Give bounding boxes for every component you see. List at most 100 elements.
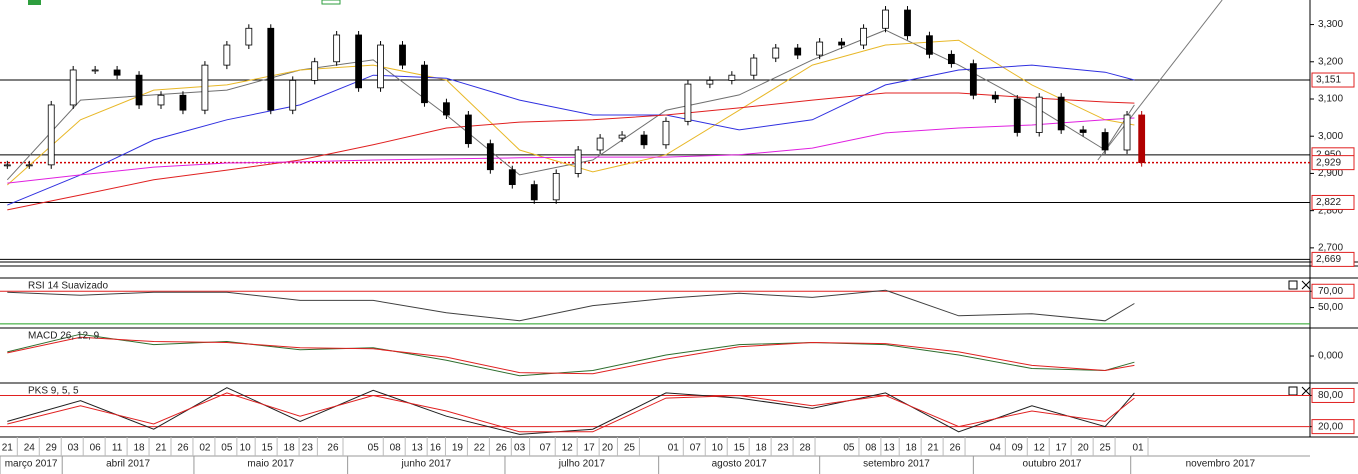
month-label: abril 2017 bbox=[106, 459, 150, 470]
month-label: maio 2017 bbox=[247, 459, 294, 470]
candle bbox=[69, 69, 77, 106]
candle bbox=[377, 44, 384, 89]
candle bbox=[201, 64, 209, 111]
indicator-line bbox=[7, 387, 1135, 435]
indicator-line bbox=[7, 392, 1135, 433]
candle bbox=[1101, 132, 1109, 151]
price-box-label: 2,669 bbox=[1316, 254, 1341, 265]
x-tick-label: 18 bbox=[756, 443, 768, 454]
candle bbox=[421, 64, 428, 104]
indicator-line bbox=[7, 289, 1135, 322]
x-tick-label: 17 bbox=[1056, 443, 1068, 454]
candle bbox=[1013, 98, 1021, 133]
candle bbox=[926, 35, 933, 55]
candle bbox=[179, 94, 187, 111]
candle bbox=[794, 47, 802, 56]
candle bbox=[684, 83, 692, 122]
moving-average bbox=[7, 92, 1135, 211]
month-label: outubro 2017 bbox=[1023, 459, 1082, 470]
x-tick-label: 20 bbox=[1078, 443, 1090, 454]
x-tick-label: 18 bbox=[284, 443, 296, 454]
x-tick-label: 08 bbox=[865, 443, 877, 454]
candle bbox=[1057, 96, 1065, 131]
x-tick-label: 07 bbox=[690, 443, 702, 454]
y-tick-label: 3,100 bbox=[1318, 94, 1343, 105]
candle bbox=[750, 57, 758, 76]
candle bbox=[311, 61, 319, 81]
y-tick-label: 3,300 bbox=[1318, 19, 1343, 30]
month-label: novembro 2017 bbox=[1186, 459, 1256, 470]
price-box bbox=[1311, 155, 1355, 171]
month-label: setembro 2017 bbox=[863, 459, 930, 470]
candle bbox=[882, 9, 889, 29]
maximize-button[interactable] bbox=[1288, 280, 1298, 290]
candle bbox=[552, 173, 560, 201]
x-tick-label: 09 bbox=[1012, 443, 1024, 454]
y-tick-label: 20,00 bbox=[1318, 421, 1343, 432]
x-tick-label: 28 bbox=[799, 443, 811, 454]
month-label: março 2017 bbox=[5, 459, 58, 470]
x-tick-label: 05 bbox=[368, 443, 380, 454]
x-tick-label: 23 bbox=[778, 443, 790, 454]
candle bbox=[508, 169, 516, 185]
x-tick-label: 26 bbox=[496, 443, 508, 454]
x-tick-label: 25 bbox=[624, 443, 636, 454]
candle bbox=[25, 164, 33, 167]
panel bbox=[7, 333, 1135, 377]
x-tick-label: 10 bbox=[240, 443, 252, 454]
candle bbox=[3, 164, 11, 167]
month-label: julho 2017 bbox=[558, 459, 606, 470]
candle bbox=[662, 120, 670, 146]
panel-borders bbox=[0, 261, 1358, 457]
month-label: agosto 2017 bbox=[712, 459, 767, 470]
y-tick-label: 0,000 bbox=[1318, 351, 1343, 362]
x-tick-label: 24 bbox=[24, 443, 36, 454]
toolbar-box[interactable] bbox=[321, 0, 341, 5]
close-button[interactable] bbox=[1301, 386, 1311, 396]
x-tick-label: 16 bbox=[430, 443, 442, 454]
candle bbox=[947, 53, 955, 65]
x-tick-label: 01 bbox=[668, 443, 680, 454]
y-tick-label: 2,700 bbox=[1318, 242, 1343, 253]
tick-box bbox=[1311, 283, 1355, 299]
x-tick-label: 10 bbox=[712, 443, 724, 454]
panel bbox=[0, 0, 1310, 260]
close-button[interactable] bbox=[1301, 280, 1311, 290]
trendline bbox=[1097, 0, 1223, 161]
tick-box bbox=[1311, 419, 1355, 435]
x-tick-label: 25 bbox=[1100, 443, 1112, 454]
candle bbox=[860, 27, 867, 46]
candle bbox=[596, 137, 604, 151]
candle bbox=[486, 143, 494, 171]
price-box-label: 3,151 bbox=[1316, 75, 1341, 86]
y-tick-label: 3,000 bbox=[1318, 131, 1343, 142]
x-tick-label: 13 bbox=[412, 443, 424, 454]
candle bbox=[223, 44, 231, 66]
x-tick-label: 02 bbox=[199, 443, 211, 454]
price-box-label: 2,950 bbox=[1316, 149, 1341, 160]
x-tick-label: 18 bbox=[133, 443, 145, 454]
y-tick-label: 3,200 bbox=[1318, 56, 1343, 67]
candle bbox=[816, 41, 824, 56]
candle bbox=[355, 34, 363, 89]
candle bbox=[574, 149, 582, 174]
x-tick-label: 03 bbox=[514, 443, 526, 454]
x-tick-label: 18 bbox=[906, 443, 918, 454]
x-tick-label: 26 bbox=[949, 443, 961, 454]
x-tick-label: 22 bbox=[474, 443, 486, 454]
indicator-title: RSI 14 Suavizado bbox=[28, 281, 108, 292]
candle bbox=[618, 134, 626, 139]
x-tick-label: 21 bbox=[928, 443, 940, 454]
candle bbox=[135, 74, 143, 106]
x-tick-label: 05 bbox=[221, 443, 233, 454]
toolbar-icon[interactable] bbox=[28, 0, 41, 5]
candle bbox=[1079, 129, 1087, 133]
x-tick-label: 29 bbox=[46, 443, 58, 454]
y-tick-label: 50,00 bbox=[1318, 302, 1343, 313]
y-tick-label: 80,00 bbox=[1318, 390, 1343, 401]
x-tick-label: 20 bbox=[602, 443, 614, 454]
tick-box bbox=[1311, 387, 1355, 403]
x-tick-label: 03 bbox=[68, 443, 80, 454]
x-tick-label: 04 bbox=[990, 443, 1002, 454]
